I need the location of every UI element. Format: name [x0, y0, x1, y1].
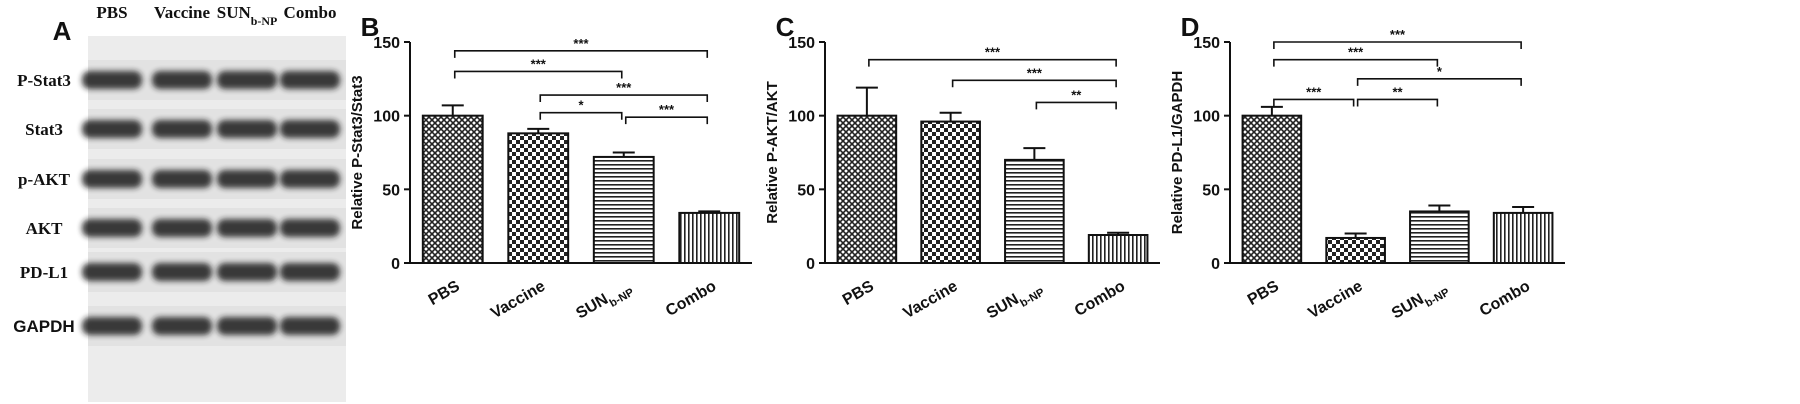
category-label: PBS	[96, 3, 127, 22]
blot-band	[217, 219, 277, 237]
bar	[1325, 236, 1386, 265]
significance-label: ***	[985, 45, 1001, 60]
blot-band	[82, 317, 142, 335]
bar	[421, 114, 484, 264]
bar	[507, 132, 570, 264]
significance-bracket	[539, 111, 623, 120]
category-label: Combo	[284, 3, 337, 22]
bar	[836, 114, 898, 264]
significance-label: ***	[1306, 84, 1322, 99]
blot-band	[82, 263, 142, 281]
category-label: SUNb-NP	[217, 3, 277, 28]
significance-bracket	[868, 58, 1117, 67]
blot-band	[217, 317, 277, 335]
significance-label: **	[1071, 87, 1082, 102]
blot-band	[217, 263, 277, 281]
blot-band	[152, 263, 212, 281]
blot-band	[152, 120, 212, 138]
significance-bracket	[624, 116, 709, 125]
blot-band	[217, 71, 277, 89]
panel-label: A	[53, 16, 72, 46]
significance-bracket	[1035, 101, 1117, 110]
y-tick-label: 150	[373, 35, 400, 52]
bar	[592, 155, 655, 264]
significance-bracket	[1273, 41, 1522, 49]
row-label: GAPDH	[13, 317, 74, 336]
row-label: P-Stat3	[17, 71, 71, 90]
y-tick-label: 50	[382, 182, 400, 199]
blot-band	[280, 219, 340, 237]
blot-band	[152, 170, 212, 188]
blot-band	[82, 71, 142, 89]
significance-bracket	[1356, 98, 1439, 107]
y-tick-label: 100	[788, 109, 815, 126]
blot-band	[152, 219, 212, 237]
bar	[920, 120, 981, 264]
blot-band	[152, 71, 212, 89]
blot-band	[280, 263, 340, 281]
bar	[1241, 114, 1303, 264]
y-tick-label: 100	[373, 109, 400, 126]
bar	[1087, 234, 1149, 265]
y-tick-label: 100	[1193, 109, 1220, 126]
panel-label: B	[361, 12, 380, 42]
y-tick-label: 0	[391, 256, 400, 273]
bar	[1004, 158, 1065, 264]
significance-bracket	[539, 94, 709, 103]
significance-label: ***	[659, 102, 675, 117]
y-tick-label: 150	[788, 35, 815, 52]
significance-label: ***	[531, 56, 547, 71]
y-tick-label: 0	[806, 256, 815, 273]
y-tick-label: 150	[1193, 35, 1220, 52]
blot-band	[280, 120, 340, 138]
blot-band	[152, 317, 212, 335]
blot-band	[280, 317, 340, 335]
significance-label: ***	[1390, 27, 1406, 42]
significance-label: ***	[616, 80, 632, 95]
significance-label: *	[578, 98, 584, 113]
row-label: Stat3	[25, 120, 63, 139]
blot-band	[280, 170, 340, 188]
y-tick-label: 50	[797, 182, 815, 199]
y-axis-title: Relative PD-L1/GAPDH	[1169, 71, 1186, 234]
bar	[1409, 210, 1470, 264]
blot-band	[82, 219, 142, 237]
significance-label: *	[1437, 64, 1443, 79]
y-axis-title: Relative P-Stat3/Stat3	[349, 75, 366, 229]
blot-band	[217, 120, 277, 138]
blot-band	[217, 170, 277, 188]
significance-bracket	[1273, 58, 1439, 67]
significance-bracket	[1273, 98, 1355, 107]
significance-label: **	[1392, 84, 1403, 99]
blot-band	[82, 120, 142, 138]
significance-bracket	[453, 50, 709, 58]
significance-label: ***	[1348, 45, 1364, 60]
blot-band	[82, 170, 142, 188]
significance-bracket	[951, 79, 1117, 88]
panel-label: D	[1181, 12, 1200, 42]
category-label: Vaccine	[154, 3, 210, 22]
y-tick-label: 50	[1202, 182, 1220, 199]
row-label: PD-L1	[20, 263, 68, 282]
significance-label: ***	[1027, 65, 1043, 80]
row-label: AKT	[26, 219, 64, 238]
y-tick-label: 0	[1211, 256, 1220, 273]
row-label: p-AKT	[18, 170, 71, 189]
bar	[1492, 211, 1554, 264]
significance-bracket	[1356, 78, 1522, 86]
bar	[678, 211, 741, 264]
blot-band	[280, 71, 340, 89]
significance-label: ***	[573, 36, 589, 51]
y-axis-title: Relative P-AKT/AKT	[764, 81, 781, 224]
significance-bracket	[453, 70, 623, 79]
panel-label: C	[776, 12, 795, 42]
